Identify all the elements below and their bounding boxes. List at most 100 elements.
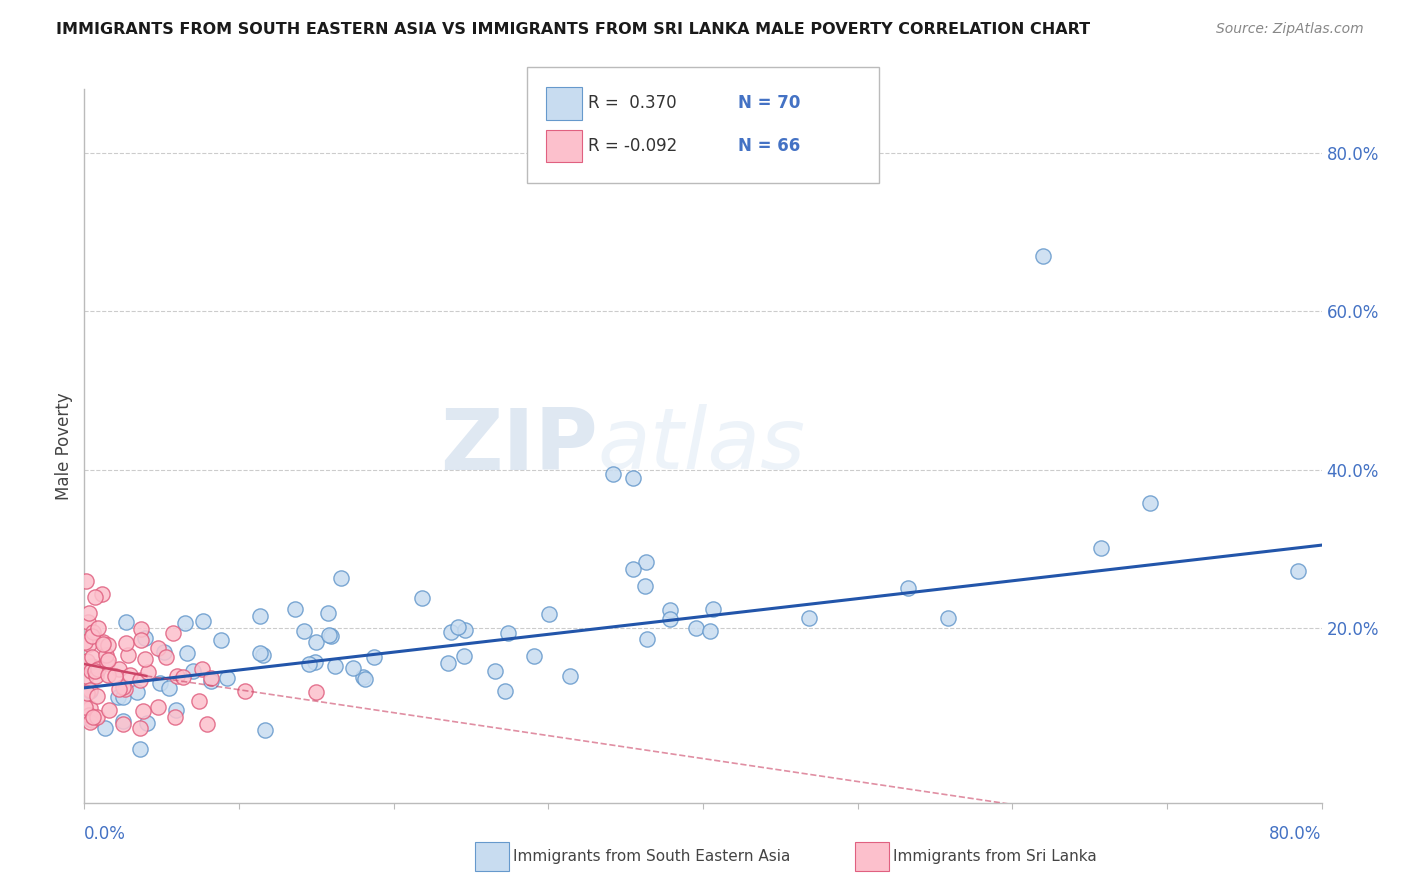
Point [437,656,460,670]
Point [253,723,276,738]
Point [304,655,326,669]
Point [87,621,110,635]
Point [298,657,321,671]
Point [633,578,655,592]
Point [77,707,100,722]
Text: IMMIGRANTS FROM SOUTH EASTERN ASIA VS IMMIGRANTS FROM SRI LANKA MALE POVERTY COR: IMMIGRANTS FROM SOUTH EASTERN ASIA VS IM… [56,22,1091,37]
Point [188,694,211,708]
Point [162,625,184,640]
Point [454,623,477,637]
Point [636,632,658,647]
Point [79,712,101,726]
Point [411,591,433,605]
Point [129,742,152,756]
Point [623,562,645,576]
Point [131,622,153,636]
Point [149,675,172,690]
Point [111,714,134,728]
Point [86,662,108,676]
Text: Immigrants from South Eastern Asia: Immigrants from South Eastern Asia [513,849,790,863]
Point [75,574,97,588]
Point [111,680,134,694]
Point [191,614,214,628]
Point [319,628,342,642]
Point [76,686,98,700]
Point [134,632,156,646]
Point [138,665,160,680]
Point [114,682,136,697]
Point [82,710,104,724]
Point [79,700,101,714]
Point [440,625,463,640]
Text: Immigrants from Sri Lanka: Immigrants from Sri Lanka [893,849,1097,863]
Point [97,668,120,682]
Point [453,649,475,664]
Point [77,606,100,620]
Point [80,658,103,673]
Point [82,650,104,665]
Point [659,612,682,626]
Point [323,659,346,673]
Text: 80.0%: 80.0% [1270,825,1322,843]
Point [1286,564,1309,578]
Point [80,660,103,674]
Point [702,602,724,616]
Point [191,662,214,676]
Point [129,633,152,648]
Point [79,637,101,651]
Point [76,615,98,629]
Point [936,611,959,625]
Point [129,721,152,735]
Point [172,670,194,684]
Point [797,611,820,625]
Point [1139,495,1161,509]
Point [96,648,118,663]
Text: atlas: atlas [598,404,806,488]
Point [699,624,721,638]
Point [484,665,506,679]
Point [157,681,180,695]
Point [181,665,204,679]
Point [249,609,271,624]
Text: 0.0%: 0.0% [84,825,127,843]
Point [117,648,139,662]
Point [155,650,177,665]
Point [76,655,98,669]
Point [132,705,155,719]
Point [537,607,560,621]
Point [602,467,624,481]
Point [685,621,707,635]
Point [94,721,117,735]
Point [233,684,256,698]
Point [166,669,188,683]
Point [249,646,271,660]
Point [305,685,328,699]
Point [79,682,101,697]
Point [134,652,156,666]
Point [1032,249,1054,263]
Point [82,625,104,640]
Point [75,669,97,683]
Point [112,690,135,704]
Text: Source: ZipAtlas.com: Source: ZipAtlas.com [1216,22,1364,37]
Y-axis label: Male Poverty: Male Poverty [55,392,73,500]
Point [97,653,120,667]
Point [104,669,127,683]
Point [84,590,107,604]
Point [446,620,468,634]
Point [200,673,222,688]
Point [115,636,138,650]
Point [80,714,103,728]
Text: N = 66: N = 66 [738,137,800,155]
Point [135,715,157,730]
Point [305,634,328,648]
Point [284,602,307,616]
Point [90,587,112,601]
Text: R =  0.370: R = 0.370 [588,95,676,112]
Point [91,637,114,651]
Text: N = 70: N = 70 [738,95,800,112]
Point [636,555,658,569]
Point [125,685,148,699]
Point [79,714,101,729]
Point [86,709,108,723]
